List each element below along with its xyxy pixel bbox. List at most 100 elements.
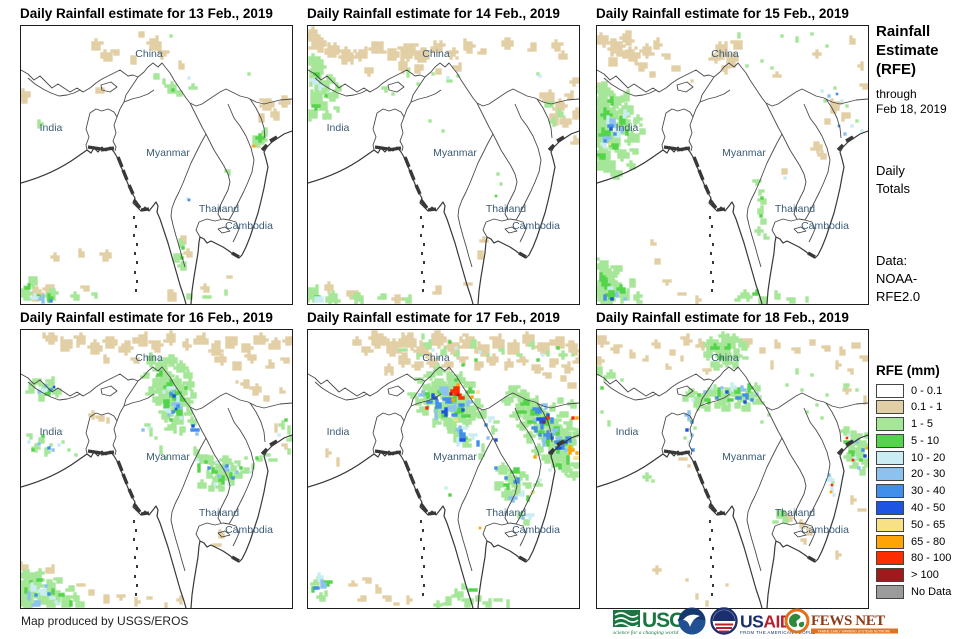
sidebar-through: through Feb 18, 2019 (876, 87, 947, 117)
legend-swatch (876, 433, 904, 448)
legend-entry: 40 - 50 (876, 501, 951, 516)
legend-label: 20 - 30 (911, 468, 946, 481)
legend-label: 65 - 80 (911, 535, 946, 548)
map-panel-15-feb: Daily Rainfall estimate for 15 Feb., 201… (596, 3, 869, 305)
basemap-layer (597, 61, 868, 304)
legend-label: No Data (911, 586, 952, 599)
legend-label: 0.1 - 1 (911, 401, 943, 414)
map-image: China India Myanmar Thailand Cambodia (596, 25, 869, 305)
legend-swatch (876, 383, 904, 398)
rainfall-layer (21, 330, 292, 608)
country-label-india: India (40, 426, 63, 438)
legend-entry: 30 - 40 (876, 484, 951, 499)
sidebar-title-line: Estimate (876, 42, 939, 59)
noaa-gull-icon (683, 614, 700, 627)
country-label-myanmar: Myanmar (722, 147, 766, 159)
country-label-thailand: Thailand (199, 203, 239, 215)
legend-entry: 20 - 30 (876, 467, 951, 482)
country-label-myanmar: Myanmar (722, 451, 766, 463)
usaid-text: USAID (740, 612, 792, 632)
sidebar-data-line: NOAA- (876, 271, 918, 286)
rainfall-layer (597, 331, 868, 607)
map-panel-16-feb: Daily Rainfall estimate for 16 Feb., 201… (20, 307, 293, 609)
basemap-layer (308, 61, 579, 304)
map-panel-18-feb: Daily Rainfall estimate for 18 Feb., 201… (596, 307, 869, 609)
fewsnet-text: FEWS NET (811, 613, 885, 629)
map-image: China India Myanmar Thailand Cambodia (307, 25, 580, 305)
country-label-cambodia: Cambodia (512, 220, 560, 232)
legend-entry: 1 - 5 (876, 417, 951, 432)
map-image: China India Myanmar Thailand Cambodia (596, 329, 869, 609)
legend-swatch (876, 568, 904, 583)
country-label-china: China (422, 48, 450, 60)
legend-swatch (876, 484, 904, 499)
country-label-india: India (327, 426, 350, 438)
legend-label: 0 - 0.1 (911, 384, 943, 397)
sidebar-through-line: through (876, 87, 917, 101)
map-panel-14-feb: Daily Rainfall estimate for 14 Feb., 201… (307, 3, 580, 305)
map-panel-title: Daily Rainfall estimate for 16 Feb., 201… (20, 310, 273, 325)
country-label-china: China (135, 48, 163, 60)
legend-swatch (876, 517, 904, 532)
country-label-thailand: Thailand (775, 203, 815, 215)
legend-entry: No Data (876, 585, 952, 600)
map-panel-17-feb: Daily Rainfall estimate for 17 Feb., 201… (307, 307, 580, 609)
country-label-india: India (327, 122, 350, 134)
map-image: China India Myanmar Thailand Cambodia (307, 329, 580, 609)
map-panel-title: Daily Rainfall estimate for 13 Feb., 201… (20, 6, 273, 21)
country-label-china: China (711, 352, 739, 364)
sidebar-data-line: Data: (876, 253, 908, 268)
map-image: China India Myanmar Thailand Cambodia (20, 25, 293, 305)
legend-label: 50 - 65 (911, 518, 946, 531)
country-label-cambodia: Cambodia (225, 524, 273, 536)
country-label-cambodia: Cambodia (801, 524, 849, 536)
sidebar-period-line: Daily (876, 163, 905, 178)
map-image: China India Myanmar Thailand Cambodia (20, 329, 293, 609)
legend-swatch (876, 501, 904, 516)
fewsnet-tagline: FAMINE EARLY WARNING SYSTEMS NETWORK (818, 629, 891, 633)
country-label-china: China (135, 352, 163, 364)
country-label-thailand: Thailand (775, 507, 815, 519)
sidebar-title-line: (RFE) (876, 61, 916, 78)
legend-label: > 100 (911, 569, 939, 582)
country-label-india: India (616, 122, 639, 134)
legend-entry: 10 - 20 (876, 450, 951, 465)
legend-label: 1 - 5 (911, 418, 934, 431)
legend: RFE (mm) 0 - 0.1 0.1 - 1 1 - 5 5 - 10 10 - 2… (876, 363, 951, 602)
footer-credit: Map produced by USGS/EROS (21, 614, 189, 628)
sidebar-data-source: Data: NOAA- RFE2.0 (876, 252, 920, 306)
country-label-india: India (40, 122, 63, 134)
rainfall-layer (597, 30, 868, 304)
legend-entry: 65 - 80 (876, 534, 951, 549)
basemap-layer (597, 365, 868, 608)
legend-entry: 5 - 10 (876, 433, 951, 448)
legend-swatch (876, 417, 904, 432)
country-label-myanmar: Myanmar (433, 451, 477, 463)
country-label-cambodia: Cambodia (801, 220, 849, 232)
legend-title: RFE (mm) (876, 363, 940, 378)
legend-label: 30 - 40 (911, 485, 946, 498)
sidebar-period: Daily Totals (876, 162, 910, 198)
legend-entry: 0 - 0.1 (876, 383, 951, 398)
country-label-cambodia: Cambodia (225, 220, 273, 232)
country-label-india: India (616, 426, 639, 438)
country-label-myanmar: Myanmar (146, 147, 190, 159)
map-panel-title: Daily Rainfall estimate for 15 Feb., 201… (596, 6, 849, 21)
usaid-logo: USAID FROM THE AMERICAN PEOPLE (710, 607, 815, 635)
legend-swatch (876, 467, 904, 482)
map-panel-title: Daily Rainfall estimate for 14 Feb., 201… (307, 6, 560, 21)
rainfall-layer (21, 31, 291, 304)
legend-entry: 50 - 65 (876, 517, 951, 532)
legend-swatch (876, 400, 904, 415)
sidebar-title-line: Rainfall (876, 23, 931, 40)
country-label-myanmar: Myanmar (433, 147, 477, 159)
legend-swatch (876, 585, 904, 600)
usgs-tagline: science for a changing world (613, 629, 678, 636)
legend-entry: 80 - 100 (876, 551, 951, 566)
fewsnet-logo: FEWS NET FAMINE EARLY WARNING SYSTEMS NE… (784, 608, 898, 634)
legend-rows: 0 - 0.1 0.1 - 1 1 - 5 5 - 10 10 - 20 20 - 30 3… (876, 383, 952, 600)
country-label-thailand: Thailand (486, 203, 526, 215)
legend-entry: > 100 (876, 568, 951, 583)
legend-entry: 0.1 - 1 (876, 400, 951, 415)
sidebar-period-line: Totals (876, 181, 910, 196)
